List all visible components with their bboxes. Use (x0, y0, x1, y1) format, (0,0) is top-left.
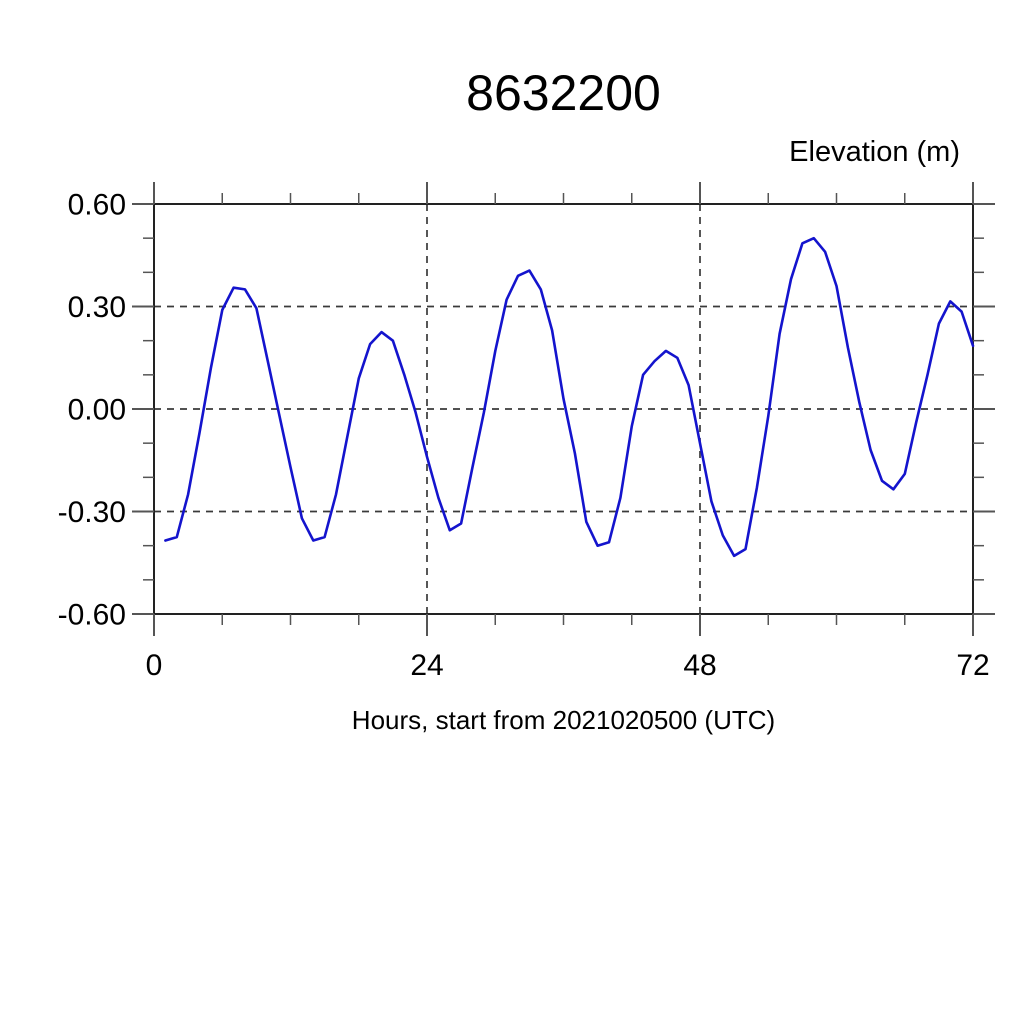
y-tick-label: 0.00 (68, 394, 126, 427)
y-tick-label: -0.60 (58, 599, 126, 632)
x-axis-label: Hours, start from 2021020500 (UTC) (351, 705, 776, 735)
x-tick-label: 48 (683, 649, 716, 682)
x-tick-label: 0 (146, 649, 163, 682)
chart-title: 8632200 (466, 65, 661, 121)
y-tick-label: 0.30 (68, 291, 126, 324)
y-axis-header: Elevation (m) (789, 136, 960, 168)
elevation-line (164, 236, 975, 558)
y-tick-label: -0.30 (58, 496, 126, 529)
x-tick-label: 24 (410, 649, 443, 682)
x-tick-label: 72 (956, 649, 989, 682)
y-tick-label: 0.60 (68, 189, 126, 222)
